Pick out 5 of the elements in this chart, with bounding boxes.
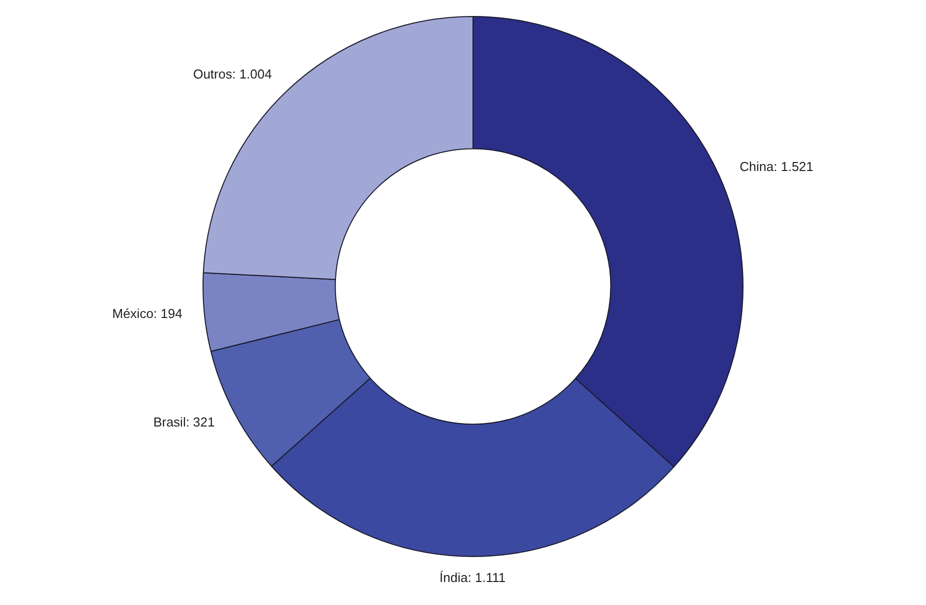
slice-label: China: 1.521	[740, 159, 814, 174]
slice-label: Outros: 1.004	[193, 66, 272, 82]
slice-label: México: 194	[112, 306, 182, 321]
slice-label: Brasil: 321	[153, 414, 215, 430]
slice-label: Índia: 1.111	[440, 570, 506, 586]
